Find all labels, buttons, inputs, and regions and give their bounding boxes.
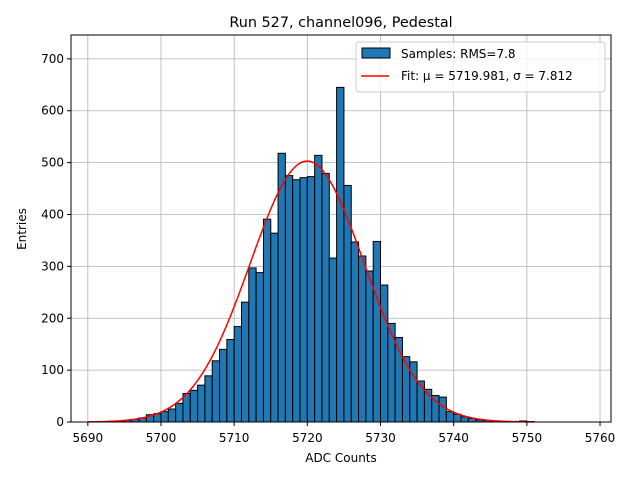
histogram-bar: [358, 255, 367, 423]
histogram-bar: [197, 384, 206, 423]
histogram-bar: [292, 179, 301, 423]
y-axis-label: Entries: [15, 208, 29, 250]
histogram-bar: [445, 411, 455, 423]
x-tick-label: 5730: [365, 431, 396, 445]
histogram-bar: [321, 173, 330, 423]
histogram-bar: [372, 240, 382, 423]
histogram-bar: [160, 411, 169, 423]
histogram-bar: [350, 241, 360, 423]
y-axis-ticks: 0 100 200 300 400 500 600 700: [41, 52, 71, 429]
x-tick-label: 5690: [73, 431, 104, 445]
chart-title: Run 527, channel096, Pedestal: [229, 15, 452, 31]
y-tick-label: 700: [41, 52, 64, 66]
y-tick-label: 400: [41, 207, 64, 221]
histogram-bar: [336, 86, 345, 423]
histogram-bar: [284, 175, 294, 423]
fit-curve-layer: [87, 160, 535, 423]
histogram-bar: [438, 396, 447, 423]
legend-box: [355, 41, 606, 93]
histogram-bars: [109, 86, 535, 423]
histogram-bar: [167, 408, 177, 423]
y-tick-label: 300: [41, 259, 64, 273]
histogram-bar: [175, 402, 184, 423]
legend-fit-label: Fit: μ = 5719.981, σ = 7.812: [401, 69, 573, 83]
histogram-bar: [270, 232, 279, 423]
legend-samples-swatch: [361, 47, 391, 59]
axes-frame: [70, 34, 612, 423]
histogram-bar: [277, 152, 286, 423]
histogram-bar: [226, 339, 235, 423]
x-tick-label: 5740: [438, 431, 469, 445]
x-tick-label: 5710: [219, 431, 250, 445]
histogram-bar: [240, 301, 250, 423]
legend: Samples: RMS=7.8 Fit: μ = 5719.981, σ = …: [355, 41, 606, 93]
histogram-bar: [365, 270, 374, 423]
y-tick-label: 0: [56, 415, 64, 429]
histogram-bar: [189, 389, 199, 423]
y-tick-label: 200: [41, 311, 64, 325]
x-tick-label: 5700: [146, 431, 177, 445]
histogram-bar: [211, 360, 221, 423]
histogram-bar: [233, 326, 242, 423]
histogram-bar: [204, 375, 213, 423]
histogram-bar: [219, 348, 228, 423]
histogram-bar: [380, 284, 389, 423]
x-axis-ticks: 5690 5700 5710 5720 5730 5740 5750 5760: [73, 422, 616, 445]
histogram-bar: [314, 154, 323, 423]
y-tick-label: 600: [41, 104, 64, 118]
histogram-bar: [182, 392, 191, 423]
histogram-bar: [460, 416, 469, 423]
histogram-bar: [299, 177, 308, 423]
fit-curve: [87, 160, 535, 423]
histogram-bar: [248, 267, 257, 423]
legend-samples-label: Samples: RMS=7.8: [401, 47, 516, 61]
x-tick-label: 5760: [585, 431, 616, 445]
histogram-bar: [401, 356, 411, 423]
histogram-bar: [328, 257, 338, 423]
histogram-bar: [255, 272, 264, 423]
x-tick-label: 5720: [292, 431, 323, 445]
x-axis-label: ADC Counts: [305, 451, 377, 465]
histogram-bar: [343, 184, 352, 423]
histogram-bar: [262, 218, 272, 423]
y-tick-label: 100: [41, 363, 64, 377]
y-tick-label: 500: [41, 156, 64, 170]
histogram-bar: [306, 176, 316, 423]
histogram-bar: [416, 380, 425, 423]
x-tick-label: 5750: [512, 431, 543, 445]
